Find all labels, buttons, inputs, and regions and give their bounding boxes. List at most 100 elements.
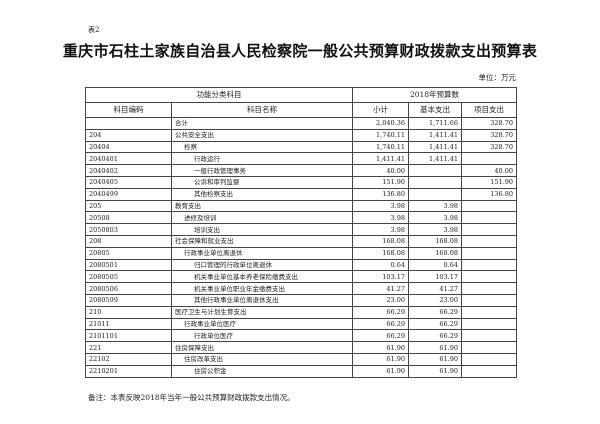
cell-name: 机关事业单位职业年金缴费支出 [171,282,353,295]
cell-project [460,270,518,284]
cell-project [460,246,518,260]
cell-project: 328.70 [460,128,518,142]
footnote: 备注：本表反映2018年当年一般公共预算财政拨款支出情况。 [88,393,295,402]
cell-basic: 1,411.41 [408,128,462,142]
cell-basic: 61.90 [408,341,462,354]
cell-project [460,317,518,331]
cell-code: 21011 [85,317,172,331]
cell-project: 136.80 [460,187,518,201]
cell-project [460,293,518,307]
cell-basic: 3.98 [408,199,462,213]
cell-name: 行政运行 [171,152,353,166]
cell-code: 221 [85,341,172,354]
cell-name: 公诉和审判监督 [171,175,353,189]
table-row: 210 医疗卫生与计划生育支出 66.29 66.29 [85,305,518,319]
cell-subtotal: 1,740.11 [352,140,409,154]
cell-project [460,258,518,272]
cell-name: 住房改革支出 [171,352,353,366]
cell-name: 教育支出 [171,199,353,213]
cell-subtotal: 0.64 [352,258,409,272]
cell-project: 40.00 [460,164,518,177]
cell-code: 2040405 [85,175,172,189]
cell-code: 2101101 [85,329,172,343]
table-row: 2080599 其他行政事业单位离退休支出 23.00 23.00 [85,293,518,307]
table-row: 2040402 一般行政管理事务 40.00 40.00 [85,164,518,177]
cell-name: 公共安全支出 [171,128,353,142]
table-row: 208 社会保障和就业支出 168.08 168.08 [85,234,518,248]
cell-name: 归口管理的行政单位离退休 [171,258,353,272]
cell-basic: 168.08 [408,246,462,260]
cell-name: 住房保障支出 [171,341,353,354]
cell-project [460,152,518,166]
table-row: 2080505 机关事业单位基本养老保险缴费支出 103.17 103.17 [85,270,518,284]
header-subtotal: 小计 [352,102,409,118]
table-row: 2050803 培训支出 3.98 3.98 [85,223,518,236]
cell-subtotal: 61.90 [352,352,409,366]
table-row: 22102 住房改革支出 61.90 61.90 [85,352,518,366]
cell-subtotal: 66.29 [352,329,409,343]
cell-code: 22102 [85,352,172,366]
table-row: 20805 行政事业单位离退休 168.08 168.08 [85,246,518,260]
header-budget-2018: 2018年预算数 [351,87,518,103]
table-row: 21011 行政事业单位医疗 66.29 66.29 [85,317,518,331]
cell-project [460,352,518,366]
cell-basic: 1,711.66 [408,117,462,130]
cell-project [460,199,518,213]
cell-subtotal: 3.98 [352,199,409,213]
cell-subtotal: 1,740.11 [352,128,409,142]
cell-code: 2080505 [85,270,172,284]
table-row: 20508 进修及培训 3.98 3.98 [85,211,518,225]
cell-subtotal: 1,411.41 [352,152,409,166]
cell-basic: 66.29 [408,329,462,343]
table-row: 20404 检察 1,740.11 1,411.41 328.70 [85,140,518,154]
cell-subtotal: 136.80 [352,187,409,201]
table-row: 2080501 归口管理的行政单位离退休 0.64 0.64 [85,258,518,272]
cell-basic: 3.98 [408,223,462,236]
table-row: 205 教育支出 3.98 3.98 [85,199,518,213]
cell-basic: 103.17 [408,270,462,284]
table-row: 2210201 住房公积金 61.90 61.90 [85,364,518,378]
cell-name: 其他行政事业单位离退休支出 [171,293,353,307]
cell-code: 204 [85,128,172,142]
cell-code: 208 [85,234,172,248]
cell-subtotal: 66.29 [352,305,409,319]
cell-project: 328.70 [460,117,518,130]
cell-project [460,329,518,343]
cell-project: 328.70 [460,140,518,154]
cell-subtotal: 103.17 [352,270,409,284]
cell-code [85,117,172,130]
cell-code: 20404 [85,140,172,154]
header-project: 项目支出 [460,102,518,118]
cell-name: 医疗卫生与计划生育支出 [171,305,353,319]
cell-project [460,223,518,236]
cell-subtotal: 61.90 [352,341,409,354]
page-title: 重庆市石柱土家族自治县人民检察院一般公共预算财政拨款支出预算表 [62,42,538,60]
cell-project [460,234,518,248]
cell-name: 一般行政管理事务 [171,164,353,177]
header-basic: 基本支出 [408,102,462,118]
cell-subtotal: 40.00 [352,164,409,177]
cell-basic: 168.08 [408,234,462,248]
table-row: 2040405 公诉和审判监督 151.90 151.90 [85,175,518,189]
cell-project [460,364,518,378]
cell-basic [408,187,462,201]
cell-basic: 41.27 [408,282,462,295]
cell-subtotal: 66.29 [352,317,409,331]
cell-code: 20508 [85,211,172,225]
unit-label: 单位：万元 [478,73,517,82]
cell-project [460,282,518,295]
cell-subtotal: 23.00 [352,293,409,307]
cell-basic: 66.29 [408,305,462,319]
cell-name: 合计 [171,117,353,130]
table-row: 2040499 其他检察支出 136.80 136.80 [85,187,518,201]
cell-name: 进修及培训 [171,211,353,225]
cell-name: 行政事业单位离退休 [171,246,353,260]
cell-code: 2040401 [85,152,172,166]
cell-subtotal: 41.27 [352,282,409,295]
cell-code: 2080599 [85,293,172,307]
cell-subtotal: 151.90 [352,175,409,189]
cell-basic: 0.64 [408,258,462,272]
cell-code: 20805 [85,246,172,260]
cell-code: 2080501 [85,258,172,272]
header-name: 科目名称 [171,102,353,118]
